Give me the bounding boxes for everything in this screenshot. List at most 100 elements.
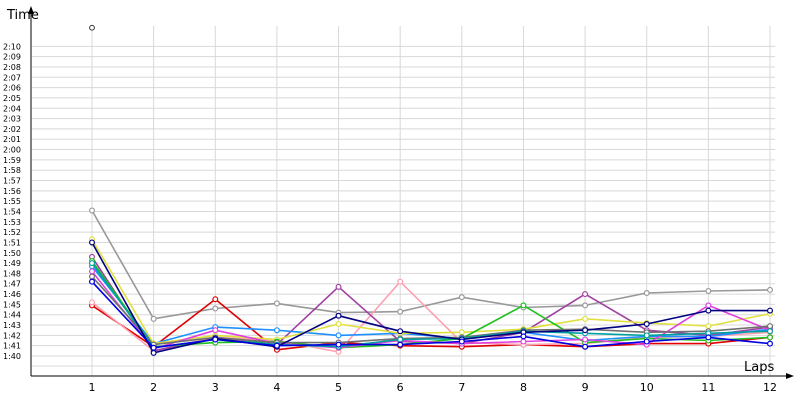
- series-line: [88, 278, 773, 351]
- data-point: [705, 323, 712, 330]
- data-point: [766, 334, 773, 341]
- y-tick-label: 2:07: [3, 73, 21, 82]
- y-tick-label: 1:46: [3, 290, 21, 299]
- x-axis-arrow-icon: [786, 373, 794, 379]
- outlier-point: [89, 24, 95, 31]
- x-tick-label: 9: [582, 381, 589, 394]
- x-tick-label: 7: [458, 381, 465, 394]
- x-axis-label: Laps: [744, 360, 774, 375]
- y-tick-label: 1:44: [3, 311, 21, 320]
- y-tick-label: 1:57: [3, 177, 21, 186]
- tick-labels: 1:401:41 1:421:431:44 1:451:461:47 1:481:49…: [3, 42, 777, 394]
- y-tick-label: 2:00: [3, 146, 21, 155]
- data-point: [520, 333, 527, 340]
- y-tick-label: 1:47: [3, 280, 21, 289]
- data-point: [88, 260, 95, 267]
- x-tick-label: 4: [273, 381, 280, 394]
- y-tick-label: 1:50: [3, 249, 21, 258]
- data-point: [582, 302, 589, 309]
- y-tick-label: 2:05: [3, 94, 21, 103]
- data-point: [582, 343, 589, 350]
- y-tick-label: 2:01: [3, 135, 21, 144]
- y-tick-label: 1:49: [3, 259, 21, 268]
- data-point: [705, 302, 712, 309]
- data-point: [766, 286, 773, 293]
- x-tick-label: 10: [640, 381, 654, 394]
- series: [88, 207, 773, 356]
- series-polyline: [91, 298, 771, 351]
- x-tick-label: 3: [212, 381, 219, 394]
- y-tick-label: 1:51: [3, 238, 21, 247]
- data-point: [520, 302, 527, 309]
- y-axis-arrow-icon: [28, 6, 34, 14]
- y-axis-label: Time: [6, 8, 39, 23]
- data-point: [150, 344, 157, 351]
- data-point: [397, 308, 404, 315]
- data-point: [705, 334, 712, 341]
- y-tick-label: 1:43: [3, 321, 21, 330]
- x-tick-label: 5: [335, 381, 342, 394]
- data-point: [766, 307, 773, 314]
- y-tick-label: 1:48: [3, 269, 21, 278]
- data-point: [582, 291, 589, 298]
- data-point: [273, 342, 280, 349]
- y-tick-label: 1:52: [3, 228, 21, 237]
- y-tick-label: 1:45: [3, 300, 21, 309]
- data-point: [705, 307, 712, 314]
- series-polyline: [91, 210, 771, 320]
- data-point: [335, 341, 342, 348]
- outliers: [89, 24, 95, 31]
- series-polyline: [91, 275, 771, 346]
- data-point: [212, 296, 219, 303]
- data-point: [397, 341, 404, 348]
- data-point: [335, 312, 342, 319]
- series-polyline: [91, 281, 771, 349]
- data-point: [520, 338, 527, 345]
- y-tick-label: 2:09: [3, 53, 21, 62]
- axes: Time Laps: [6, 6, 794, 379]
- y-tick-label: 1:55: [3, 197, 21, 206]
- x-tick-label: 2: [150, 381, 157, 394]
- x-tick-label: 1: [89, 381, 96, 394]
- y-tick-label: 1:59: [3, 156, 21, 165]
- data-point: [582, 336, 589, 343]
- data-point: [458, 338, 465, 345]
- y-tick-label: 2:10: [3, 42, 21, 51]
- y-tick-label: 2:08: [3, 63, 21, 72]
- data-point: [273, 300, 280, 307]
- data-point: [150, 349, 157, 356]
- data-point: [88, 239, 95, 246]
- data-point: [335, 283, 342, 290]
- data-point: [397, 278, 404, 285]
- data-point: [643, 332, 650, 339]
- x-tick-label: 8: [520, 381, 527, 394]
- data-point: [458, 294, 465, 301]
- data-point: [335, 321, 342, 328]
- y-tick-label: 2:02: [3, 125, 21, 134]
- data-point: [766, 323, 773, 330]
- y-tick-label: 1:42: [3, 331, 21, 340]
- data-point: [88, 299, 95, 306]
- data-point: [643, 290, 650, 297]
- data-point: [273, 327, 280, 334]
- data-point: [766, 328, 773, 335]
- y-tick-label: 1:56: [3, 187, 21, 196]
- data-point: [582, 327, 589, 334]
- data-point: [766, 340, 773, 347]
- data-point: [458, 329, 465, 336]
- y-tick-label: 1:41: [3, 342, 21, 351]
- data-point: [397, 328, 404, 335]
- x-tick-label: 12: [763, 381, 777, 394]
- data-point: [705, 287, 712, 294]
- data-point: [212, 305, 219, 312]
- data-point: [150, 315, 157, 322]
- series-polyline: [91, 270, 771, 350]
- data-point: [212, 336, 219, 343]
- y-tick-label: 1:53: [3, 218, 21, 227]
- y-tick-label: 1:58: [3, 166, 21, 175]
- data-point: [397, 336, 404, 343]
- y-tick-label: 2:04: [3, 104, 21, 113]
- data-point: [88, 278, 95, 285]
